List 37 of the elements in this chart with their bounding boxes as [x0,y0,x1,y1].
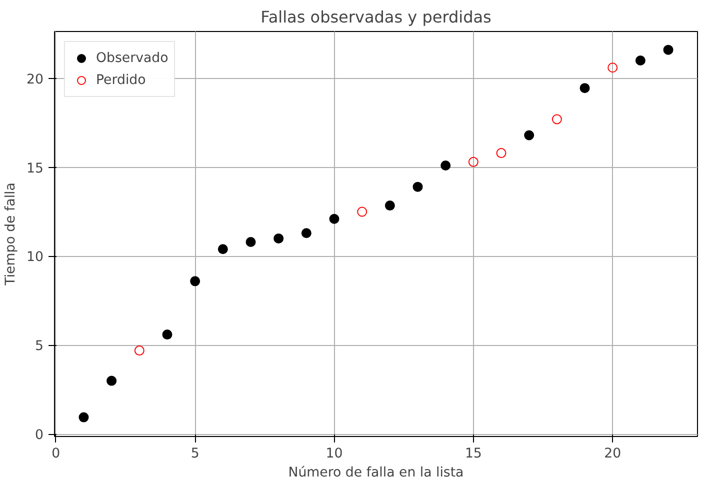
point [274,233,284,244]
point [496,148,506,158]
point [608,62,618,73]
point [524,130,534,140]
legend-label: Observado [96,50,168,66]
point [552,114,562,124]
point [635,56,646,66]
x-tick-label: 5 [190,446,200,462]
point [412,182,423,192]
point [218,244,228,254]
y-tick-label: 0 [35,428,44,444]
y-tick-label: 20 [26,72,44,88]
x-tick-label: 15 [464,446,482,462]
point [357,206,368,217]
point [663,44,674,55]
point [106,376,117,386]
point [78,412,89,422]
point [580,83,590,94]
y-tick-label: 10 [26,250,44,266]
x-tick-label: 20 [604,446,622,462]
point [246,237,256,247]
point [162,330,172,340]
x-tick-label: 0 [52,446,60,462]
x-tick-label: 10 [326,446,343,462]
point [440,160,451,170]
point [329,214,340,224]
chart-title: Fallas observadas y perdidas [260,8,492,26]
legend-label: Perdido [96,72,146,88]
point [134,346,144,356]
y-tick-label: 15 [26,161,44,176]
point [301,228,312,238]
point [190,276,200,286]
point [384,200,395,211]
x-axis-title: Número de falla en la lista [288,466,464,480]
point [468,156,478,167]
y-tick-label: 5 [35,339,44,354]
y-axis-title: Tiempo de falla [4,182,19,286]
